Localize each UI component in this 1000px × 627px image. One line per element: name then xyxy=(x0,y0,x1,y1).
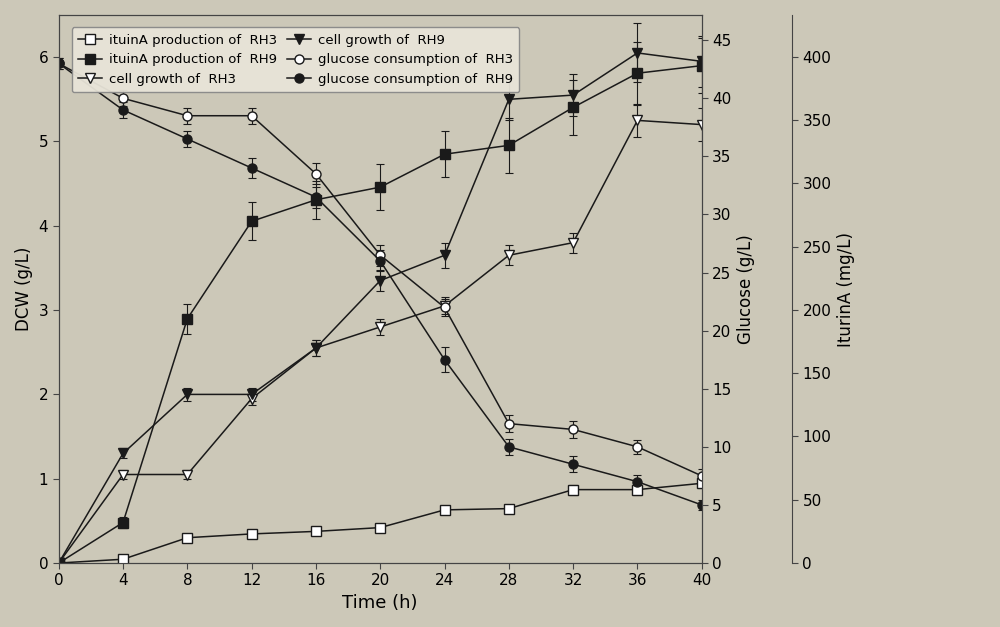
Legend: ituinA production of  RH3, ituinA production of  RH9, cell growth of  RH3, cell : ituinA production of RH3, ituinA product… xyxy=(72,27,519,92)
Y-axis label: Glucose (g/L): Glucose (g/L) xyxy=(737,234,755,344)
X-axis label: Time (h): Time (h) xyxy=(342,594,418,612)
Y-axis label: IturinA (mg/L): IturinA (mg/L) xyxy=(837,231,855,347)
Y-axis label: DCW (g/L): DCW (g/L) xyxy=(15,247,33,331)
